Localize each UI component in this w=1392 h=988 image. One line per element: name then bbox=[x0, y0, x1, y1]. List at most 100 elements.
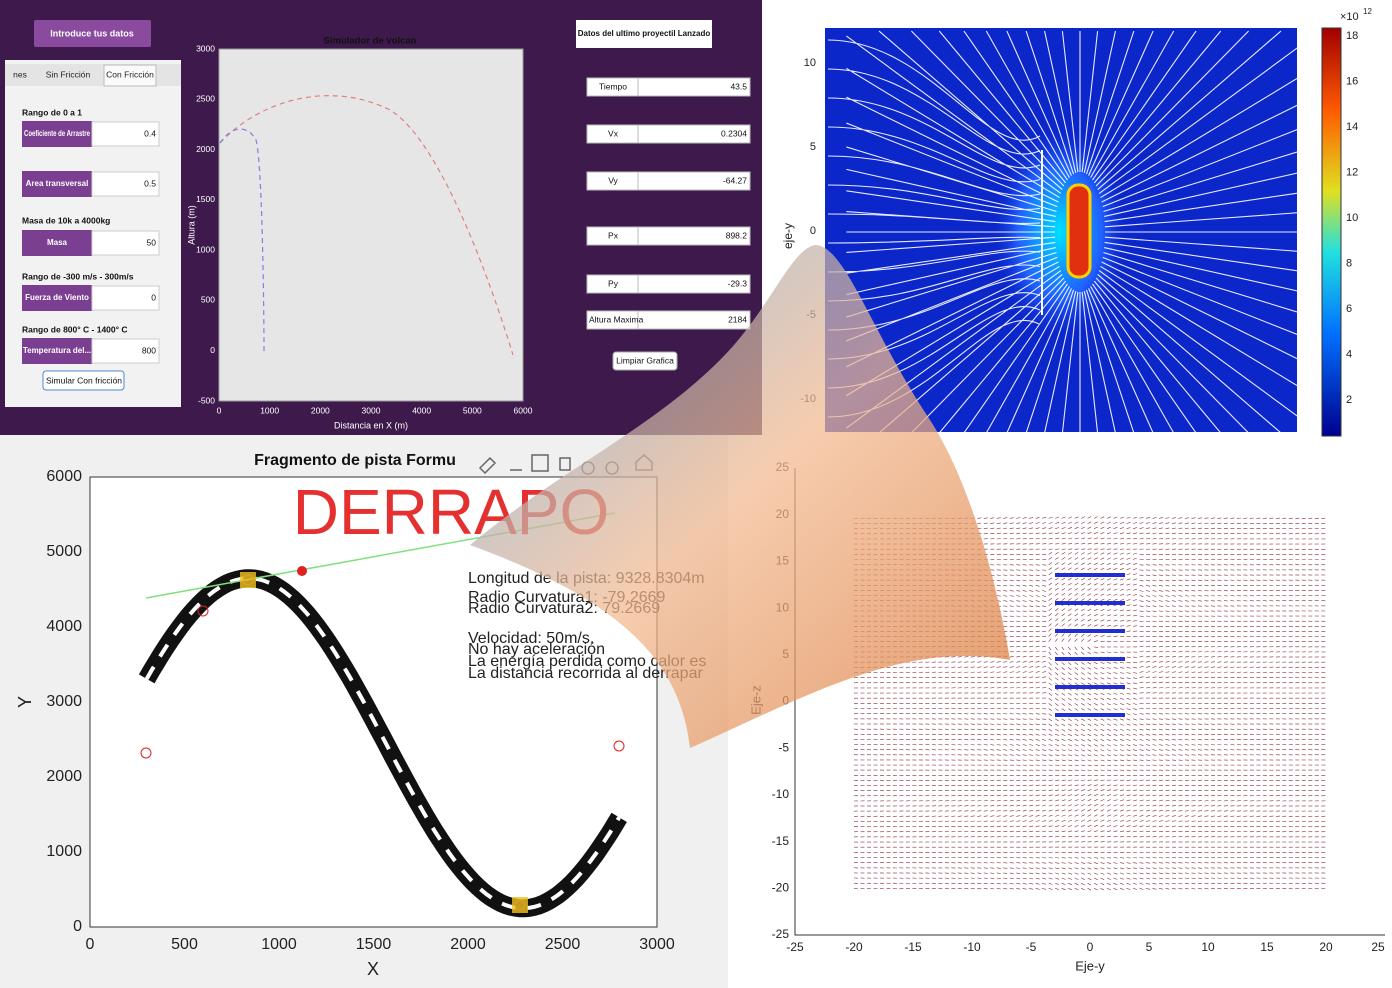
colorbar-tick-label: 12 bbox=[1346, 166, 1358, 178]
tab-active[interactable] bbox=[103, 64, 157, 87]
y-tick-label: -5 bbox=[778, 740, 789, 754]
result-value: -64.27 bbox=[723, 175, 747, 185]
simulate-button[interactable] bbox=[42, 370, 125, 391]
field-label-box bbox=[22, 121, 92, 147]
y-axis-label: Altura (m) bbox=[186, 205, 196, 245]
x-tick-label: 25 bbox=[1371, 940, 1385, 954]
y-tick-label: -500 bbox=[198, 395, 215, 405]
y-tick-label: -25 bbox=[772, 927, 790, 941]
tab[interactable]: nes bbox=[13, 69, 27, 79]
x-tick-label: 20 bbox=[1319, 940, 1333, 954]
y-tick-label: 6000 bbox=[46, 468, 82, 485]
streamlines bbox=[827, 30, 1314, 434]
charge-hotspot bbox=[1066, 183, 1092, 279]
y-tick-label: 3000 bbox=[46, 693, 82, 710]
result-field bbox=[586, 310, 751, 330]
tab[interactable]: Sin Fricción bbox=[46, 69, 91, 79]
header-button-label: Introduce tus datos bbox=[50, 28, 134, 38]
x-tick-label: 5000 bbox=[463, 405, 482, 415]
annotation: No hay aceleración bbox=[468, 641, 605, 658]
x-tick-label: -15 bbox=[904, 940, 922, 954]
result-value: 2184 bbox=[728, 314, 747, 324]
x-tick-label: 0 bbox=[1087, 940, 1094, 954]
result-field bbox=[586, 171, 751, 191]
colorbar-tick-label: 8 bbox=[1346, 257, 1352, 269]
x-axis-label: X bbox=[367, 959, 379, 979]
x-tick-label: -20 bbox=[845, 940, 863, 954]
y-tick-label: 5000 bbox=[46, 543, 82, 560]
x-axis-label: Eje-y bbox=[1075, 958, 1105, 973]
results-title-box bbox=[576, 20, 712, 48]
x-tick-label: 4000 bbox=[412, 405, 431, 415]
colorbar-exponent: 12 bbox=[1363, 7, 1372, 16]
field-label: Coeficiente de Arrastre bbox=[24, 129, 90, 138]
field-label-box bbox=[22, 171, 92, 197]
field-input[interactable] bbox=[91, 171, 160, 197]
result-value: 43.5 bbox=[730, 81, 747, 91]
field-value: 800 bbox=[142, 345, 156, 355]
annotation: La energía perdida como calor es bbox=[468, 653, 706, 670]
field-label: Area transversal bbox=[26, 179, 89, 188]
field-label-box bbox=[22, 338, 92, 364]
annotation: La distancia recorrida al derrapar bbox=[468, 665, 703, 682]
result-label: Tiempo bbox=[599, 81, 627, 91]
field-input[interactable] bbox=[91, 121, 160, 147]
x-tick-label: 500 bbox=[171, 936, 198, 953]
result-field bbox=[586, 226, 751, 246]
y-tick-label: -15 bbox=[772, 834, 790, 848]
y-tick-label: 5 bbox=[810, 141, 816, 153]
y-tick-label: 2000 bbox=[196, 144, 215, 154]
y-tick-label: -10 bbox=[772, 787, 790, 801]
colorbar-tick-label: 16 bbox=[1346, 75, 1358, 87]
result-field bbox=[586, 124, 751, 144]
field-label: Fuerza de Viento bbox=[25, 293, 89, 302]
x-tick-label: 6000 bbox=[514, 405, 533, 415]
x-axis-label: Distancia en X (m) bbox=[334, 420, 408, 430]
result-field bbox=[586, 274, 751, 294]
clear-button[interactable] bbox=[612, 351, 678, 371]
y-tick-label: 3000 bbox=[196, 43, 215, 53]
colorbar-tick-label: 18 bbox=[1346, 30, 1358, 42]
header-button[interactable] bbox=[34, 20, 151, 47]
y-tick-label: 1500 bbox=[196, 194, 215, 204]
field-input[interactable] bbox=[91, 230, 160, 256]
x-tick-label: 2000 bbox=[311, 405, 330, 415]
result-field bbox=[586, 77, 751, 97]
x-tick-label: -10 bbox=[963, 940, 981, 954]
curve-highlight bbox=[512, 897, 528, 913]
result-label: Altura Maxima bbox=[589, 314, 644, 324]
tab[interactable]: Con Fricción bbox=[106, 69, 154, 79]
simulate-button-label: Simular Con fricción bbox=[46, 375, 122, 385]
colorbar-multiplier: ×10 bbox=[1340, 11, 1359, 23]
y-tick-label: 500 bbox=[201, 295, 215, 305]
field-value: 0.4 bbox=[144, 128, 156, 138]
clear-button-label: Limpiar Grafica bbox=[616, 355, 674, 365]
colorbar-tick-label: 6 bbox=[1346, 303, 1352, 315]
field-label: Masa bbox=[47, 238, 68, 247]
y-tick-label: 1000 bbox=[196, 244, 215, 254]
colorbar-tick-label: 14 bbox=[1346, 121, 1358, 133]
result-label: Py bbox=[608, 278, 619, 288]
result-value: -29.3 bbox=[728, 278, 748, 288]
x-tick-label: 1000 bbox=[260, 405, 279, 415]
field-input[interactable] bbox=[91, 285, 160, 311]
plot-area bbox=[218, 48, 524, 402]
field-hint: Rango de 0 a 1 bbox=[22, 107, 82, 117]
colorbar bbox=[1321, 27, 1342, 437]
field-label-box bbox=[22, 230, 92, 256]
y-tick-label: 0 bbox=[810, 225, 816, 237]
results-title: Datos del ultimo proyectil Lanzado bbox=[578, 29, 711, 38]
result-label: Vx bbox=[608, 128, 619, 138]
x-tick-label: 1500 bbox=[356, 936, 392, 953]
result-value: 898.2 bbox=[726, 230, 748, 240]
x-tick-label: 2000 bbox=[450, 936, 486, 953]
result-label: Px bbox=[608, 230, 619, 240]
colorbar-tick-label: 4 bbox=[1346, 348, 1352, 360]
y-tick-label: 0 bbox=[73, 918, 82, 935]
surface-overlay bbox=[470, 245, 1010, 748]
y-tick-label: 10 bbox=[804, 57, 816, 69]
field-input[interactable] bbox=[91, 338, 160, 364]
y-tick-label: 1000 bbox=[46, 843, 82, 860]
y-tick-label: 0 bbox=[210, 345, 215, 355]
